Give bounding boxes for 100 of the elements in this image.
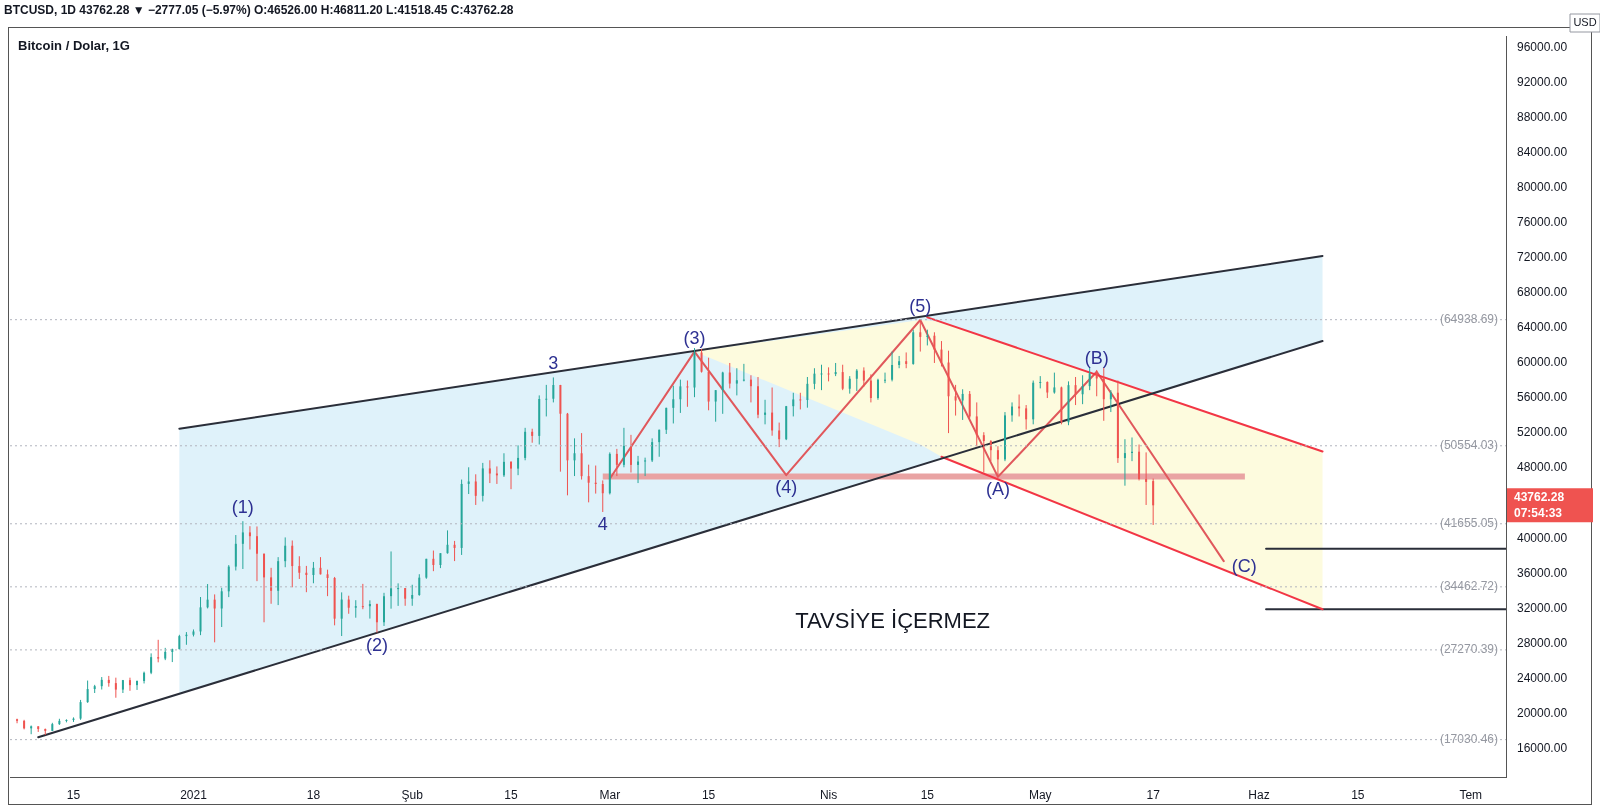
candlestick <box>721 371 724 415</box>
candlestick <box>375 603 378 634</box>
x-tick-label: Tem <box>1459 788 1483 803</box>
candlestick <box>615 448 618 477</box>
ref-line-label: (64938.69) <box>1439 311 1498 326</box>
y-tick-label: 96000.00 <box>1517 39 1568 54</box>
x-tick-label: Haz <box>1248 788 1270 803</box>
candlestick <box>728 362 731 389</box>
candlestick <box>919 319 922 353</box>
y-tick-label: 76000.00 <box>1517 215 1568 230</box>
candlestick <box>1003 411 1006 462</box>
candlestick <box>1095 369 1098 397</box>
x-tick-label: Nis <box>819 788 838 803</box>
candlestick <box>1145 451 1148 506</box>
y-tick-label: 64000.00 <box>1517 320 1568 335</box>
candlestick <box>361 583 364 610</box>
y-tick-label: 36000.00 <box>1517 565 1568 580</box>
candlestick <box>517 444 520 476</box>
candlestick <box>213 593 216 643</box>
y-tick-label: 60000.00 <box>1517 355 1568 370</box>
candlestick <box>114 677 117 699</box>
candlestick <box>1053 372 1056 395</box>
annotation: (B) <box>1084 347 1109 368</box>
candlestick <box>855 368 858 392</box>
candlestick <box>1039 375 1042 389</box>
candlestick <box>940 340 943 367</box>
candlestick <box>933 331 936 364</box>
candlestick <box>757 376 759 419</box>
x-tick-label: 15 <box>66 788 81 803</box>
candlestick <box>968 390 971 419</box>
candlestick <box>545 384 548 417</box>
candlestick <box>411 584 414 607</box>
candlestick <box>284 536 287 568</box>
candlestick <box>869 373 872 403</box>
candlestick <box>862 366 865 388</box>
annotation: (5) <box>909 295 932 316</box>
candlestick <box>206 583 209 609</box>
candlestick <box>644 457 647 477</box>
candlestick <box>686 380 689 408</box>
candlestick <box>270 567 273 605</box>
candlestick <box>982 431 985 474</box>
candlestick <box>884 372 887 384</box>
candlestick <box>312 561 315 584</box>
candlestick <box>996 445 999 478</box>
x-tick-label: 2021 <box>180 788 208 803</box>
candlestick <box>1081 374 1084 405</box>
candlestick <box>573 437 576 477</box>
candlestick <box>580 432 583 481</box>
ref-line-label: (34462.72) <box>1439 579 1498 594</box>
candlestick <box>742 363 745 382</box>
y-tick-label: 84000.00 <box>1517 144 1568 159</box>
candlestick <box>255 525 258 582</box>
candlestick <box>658 429 661 458</box>
y-tick-label: 20000.00 <box>1517 705 1568 720</box>
candlestick <box>234 534 237 571</box>
x-tick-label: 17 <box>1146 788 1161 803</box>
candlestick <box>446 529 449 555</box>
candlestick <box>220 587 223 628</box>
x-tick-label: 15 <box>701 788 716 803</box>
candlestick <box>241 520 244 570</box>
annotation: 3 <box>548 353 559 374</box>
x-tick-label: 15 <box>1351 788 1365 803</box>
candlestick <box>291 539 294 588</box>
candlestick <box>157 639 160 663</box>
candlestick <box>622 427 625 468</box>
candlestick <box>841 364 844 391</box>
candlestick <box>898 355 901 369</box>
candlestick <box>587 464 590 503</box>
candlestick <box>150 652 153 675</box>
candlestick <box>771 387 774 437</box>
candlestick <box>827 366 830 382</box>
candlestick <box>326 569 329 597</box>
candlestick <box>383 592 385 627</box>
candlestick <box>86 680 89 704</box>
candlestick <box>961 388 964 421</box>
x-tick-label: Mar <box>599 788 621 803</box>
y-tick-label: 92000.00 <box>1517 74 1568 89</box>
x-tick-label: May <box>1028 788 1052 803</box>
candlestick <box>700 348 703 374</box>
candlestick <box>806 376 809 409</box>
candlestick <box>552 376 555 403</box>
candlestick <box>672 385 675 424</box>
y-tick-label: 48000.00 <box>1517 460 1568 475</box>
candlestick <box>629 434 632 474</box>
annotation: (2) <box>365 634 388 655</box>
text: USD <box>1573 16 1597 29</box>
candlestick <box>820 364 823 391</box>
candlestick <box>510 460 513 490</box>
y-tick-label: 56000.00 <box>1517 390 1568 405</box>
ref-line-label: (17030.46) <box>1439 731 1498 746</box>
candlestick <box>368 599 371 620</box>
x-tick-label: 15 <box>504 788 519 803</box>
text: 43762.28 <box>1514 489 1565 504</box>
candlestick <box>390 550 393 610</box>
candlestick <box>1074 376 1077 406</box>
annotation: (1) <box>231 497 254 518</box>
candlestick <box>876 378 879 401</box>
y-tick-label: 88000.00 <box>1517 109 1568 124</box>
chart-subtitle: BTCUSD, 1D 43762.28 ▼ −2777.05 (−5.97%) O:46526.00 H:46811.20 L:41518.45 C:43762.28 <box>4 3 514 17</box>
candlestick <box>397 582 400 607</box>
